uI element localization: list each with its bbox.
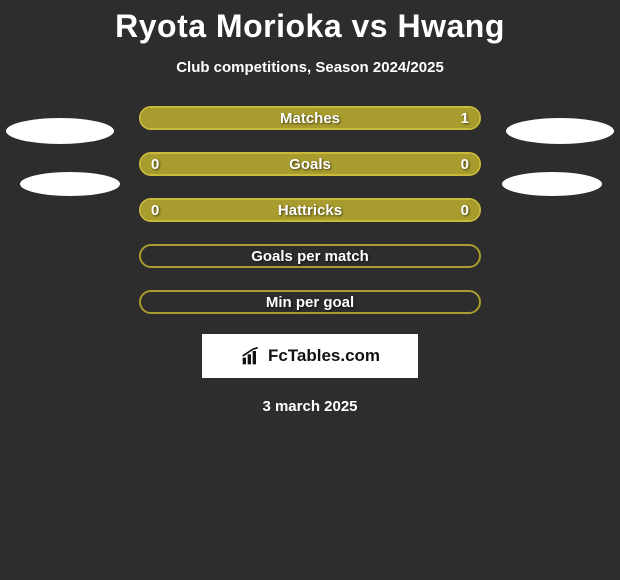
stat-rows: Matches1Goals00Hattricks00Goals per matc… — [139, 106, 481, 314]
infographic-container: Ryota Morioka vs Hwang Club competitions… — [0, 0, 620, 580]
subtitle: Club competitions, Season 2024/2025 — [176, 59, 444, 76]
stat-label: Goals per match — [141, 248, 479, 265]
player-right-marker-2 — [502, 172, 602, 196]
stat-row-matches: Matches1 — [139, 106, 481, 130]
chart-area: Matches1Goals00Hattricks00Goals per matc… — [0, 106, 620, 314]
date-text: 3 march 2025 — [262, 398, 357, 415]
stat-label: Goals — [141, 156, 479, 173]
stat-row-goals: Goals0 0 — [139, 152, 481, 176]
logo-text: FcTables.com — [268, 346, 380, 366]
stat-value-right: 0 — [461, 202, 469, 219]
stat-value-right: 1 — [461, 110, 469, 127]
player-left-marker-2 — [20, 172, 120, 196]
bar-chart-icon — [240, 346, 262, 366]
stat-row-hattricks: Hattricks0 0 — [139, 198, 481, 222]
logo-box: FcTables.com — [202, 334, 418, 378]
stat-row-min-per-goal: Min per goal — [139, 290, 481, 314]
page-title: Ryota Morioka vs Hwang — [115, 8, 505, 45]
stat-label: Hattricks — [141, 202, 479, 219]
player-right-marker-1 — [506, 118, 614, 144]
stat-value-left: 0 — [151, 202, 159, 219]
player-left-marker-1 — [6, 118, 114, 144]
stat-label: Matches — [141, 110, 479, 127]
stat-value-left: 0 — [151, 156, 159, 173]
stat-value-right: 0 — [461, 156, 469, 173]
stat-label: Min per goal — [141, 294, 479, 311]
stat-row-goals-per-match: Goals per match — [139, 244, 481, 268]
